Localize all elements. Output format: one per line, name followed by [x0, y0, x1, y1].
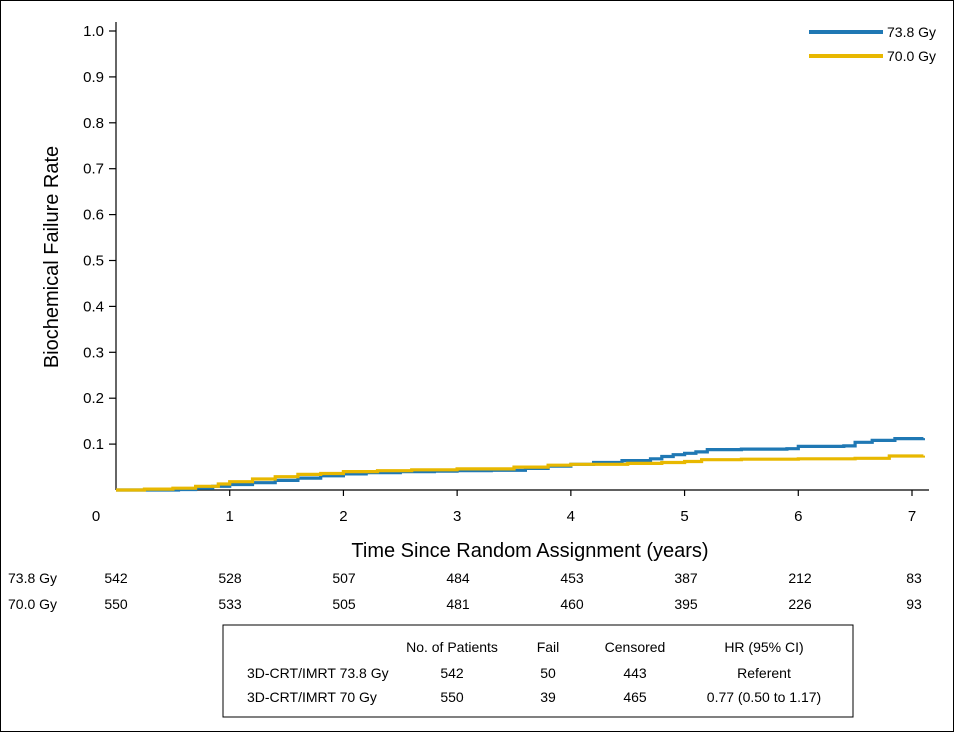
y-tick-label: 0.4 [83, 298, 104, 315]
summary-table: No. of Patients Fail Censored HR (95% CI… [222, 624, 854, 718]
summary-header-patients: No. of Patients [406, 639, 498, 655]
at-risk-value: 505 [332, 596, 356, 612]
at-risk-row-label: 70.0 Gy [8, 596, 57, 612]
x-tick-label: 4 [567, 508, 575, 525]
summary-table-border [222, 624, 854, 718]
y-tick-label: 0.7 [83, 161, 104, 178]
summary-row-arm: 3D-CRT/IMRT 73.8 Gy [247, 665, 389, 681]
x-tick-label: 5 [680, 508, 688, 525]
y-tick-label: 1.0 [83, 23, 104, 40]
x-tick-label: 3 [453, 508, 461, 525]
at-risk-table: 73.8 Gy 70.0 Gy 542 528 507 484 453 387 212 83 5… [8, 570, 922, 612]
at-risk-value: 212 [788, 570, 812, 586]
at-risk-value: 83 [906, 570, 922, 586]
summary-row-hr: 0.77 (0.50 to 1.17) [707, 689, 821, 705]
x-tick-label: 1 [226, 508, 234, 525]
x-axis-title: Time Since Random Assignment (years) [351, 540, 708, 562]
at-risk-value: 395 [674, 596, 698, 612]
at-risk-value: 484 [446, 570, 470, 586]
y-ticks: 0.1 0.2 0.3 0.4 0.5 0.6 0.7 0.8 0.9 1.0 [83, 23, 116, 453]
at-risk-value: 481 [446, 596, 470, 612]
x-tick-label: 0 [92, 508, 100, 525]
summary-row-fail: 39 [540, 689, 556, 705]
x-tick-label: 2 [339, 508, 347, 525]
at-risk-value: 533 [218, 596, 242, 612]
summary-header-fail: Fail [537, 639, 560, 655]
summary-header-hr: HR (95% CI) [724, 639, 803, 655]
legend-label-73-8: 73.8 Gy [887, 24, 936, 40]
y-tick-label: 0.1 [83, 436, 104, 453]
summary-row-patients: 542 [440, 665, 464, 681]
summary-row-fail: 50 [540, 665, 556, 681]
y-axis-title: Biochemical Failure Rate [41, 146, 63, 368]
legend-label-70-0: 70.0 Gy [887, 48, 936, 64]
at-risk-value: 542 [104, 570, 128, 586]
x-tick-label: 7 [908, 508, 916, 525]
legend: 73.8 Gy 70.0 Gy [809, 24, 936, 64]
at-risk-value: 226 [788, 596, 812, 612]
at-risk-value: 460 [560, 596, 584, 612]
y-tick-label: 0.9 [83, 69, 104, 86]
at-risk-value: 507 [332, 570, 356, 586]
y-tick-label: 0.8 [83, 115, 104, 132]
summary-row-hr: Referent [737, 665, 791, 681]
at-risk-value: 528 [218, 570, 242, 586]
series-line-70-0-gy [116, 454, 925, 492]
y-tick-label: 0.3 [83, 344, 104, 361]
y-tick-label: 0.5 [83, 253, 104, 270]
at-risk-row-label: 73.8 Gy [8, 570, 57, 586]
x-tick-label: 6 [794, 508, 802, 525]
summary-row-censored: 443 [623, 665, 647, 681]
summary-row-censored: 465 [623, 689, 647, 705]
at-risk-value: 453 [560, 570, 584, 586]
at-risk-value: 387 [674, 570, 698, 586]
x-ticks: 0 1 2 3 4 5 6 7 [92, 490, 916, 525]
summary-row-arm: 3D-CRT/IMRT 70 Gy [247, 689, 377, 705]
at-risk-value: 93 [906, 596, 922, 612]
summary-header-censored: Censored [605, 639, 666, 655]
summary-row-patients: 550 [440, 689, 464, 705]
series-lines [116, 437, 925, 492]
y-tick-label: 0.2 [83, 390, 104, 407]
at-risk-value: 550 [104, 596, 128, 612]
y-tick-label: 0.6 [83, 207, 104, 224]
